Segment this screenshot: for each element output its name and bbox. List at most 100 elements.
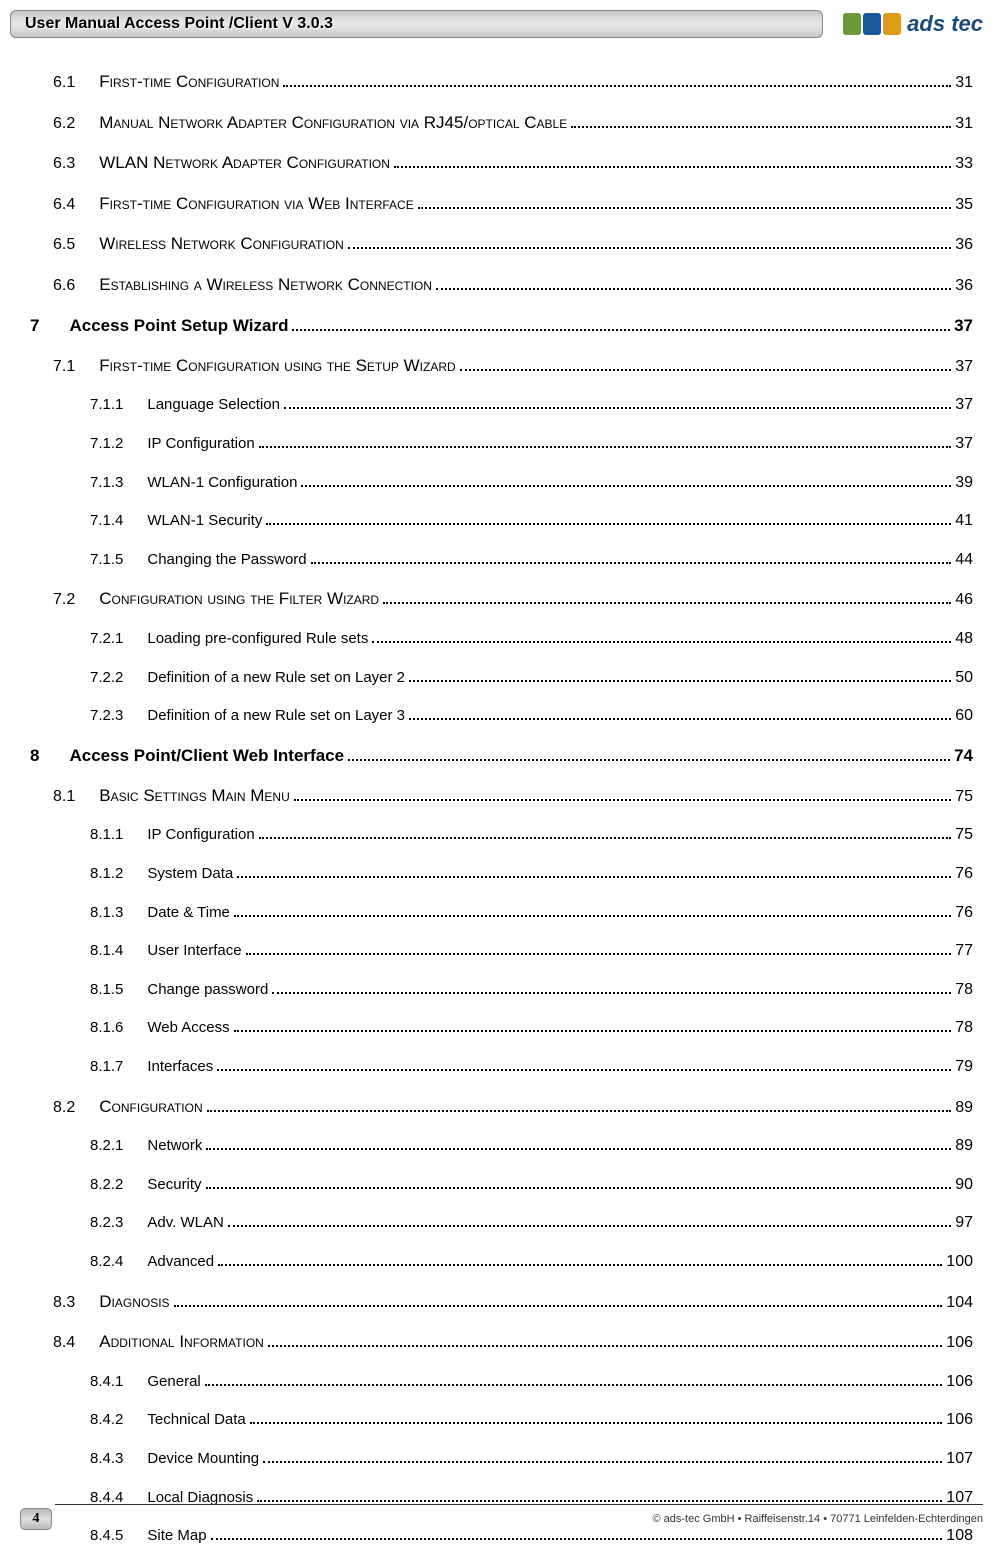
toc-title: Definition of a new Rule set on Layer 2 — [147, 666, 405, 690]
logo: ads tec — [843, 11, 983, 37]
toc-page: 104 — [946, 1290, 973, 1316]
toc-entry: 8.1.1IP Configuration75 — [30, 822, 973, 848]
toc-number: 6.6 — [53, 273, 75, 299]
toc-title: Network — [147, 1134, 202, 1158]
footer-copyright: © ads-tec GmbH • Raiffeisenstr.14 • 7077… — [52, 1513, 983, 1525]
toc-entry: 7.1.4WLAN-1 Security41 — [30, 508, 973, 534]
toc-leader-dots — [250, 1422, 943, 1424]
toc-title: First-time Configuration using the Setup… — [99, 352, 455, 379]
toc-leader-dots — [292, 329, 950, 331]
toc-page: 35 — [955, 192, 973, 218]
toc-number: 7 — [30, 312, 39, 339]
toc-entry: 8.4Additional Information106 — [30, 1328, 973, 1356]
toc-number: 6.5 — [53, 232, 75, 258]
toc-title: Basic Settings Main Menu — [99, 782, 290, 809]
toc-title: First-time Configuration — [99, 68, 279, 95]
toc-leader-dots — [409, 680, 951, 682]
toc-number: 8.1.1 — [90, 823, 123, 847]
toc-number: 8.1.2 — [90, 862, 123, 886]
toc-entry: 7.2.1 Loading pre-configured Rule sets 48 — [30, 626, 973, 652]
toc-number: 7.1.5 — [90, 548, 123, 572]
toc-page: 48 — [955, 626, 973, 652]
toc-leader-dots — [383, 602, 951, 604]
toc-entry: 7.1.2IP Configuration37 — [30, 431, 973, 457]
toc-entry: 7 Access Point Setup Wizard 37 — [30, 312, 973, 339]
toc-page: 39 — [955, 470, 973, 496]
toc-leader-dots — [268, 1345, 942, 1347]
toc-page: 36 — [955, 232, 973, 258]
toc-page: 44 — [955, 547, 973, 573]
toc-leader-dots — [571, 126, 951, 128]
toc-leader-dots — [259, 446, 952, 448]
toc-number: 8.1.4 — [90, 939, 123, 963]
toc-page: 78 — [955, 977, 973, 1003]
toc-title: Advanced — [147, 1250, 214, 1274]
toc-number: 6.4 — [53, 192, 75, 218]
toc-entry: 7.2.3Definition of a new Rule set on Lay… — [30, 703, 973, 729]
toc-entry: 8.2Configuration89 — [30, 1093, 973, 1121]
logo-box-1 — [843, 13, 861, 35]
toc-page: 76 — [955, 900, 973, 926]
toc-page: 31 — [955, 70, 973, 96]
toc-page: 50 — [955, 665, 973, 691]
toc-page: 97 — [955, 1210, 973, 1236]
toc-title: Technical Data — [147, 1408, 245, 1432]
toc-title: Manual Network Adapter Configuration via… — [99, 109, 567, 136]
toc-number: 8.1 — [53, 784, 75, 810]
toc-number: 6.2 — [53, 111, 75, 137]
toc-title: Establishing a Wireless Network Connecti… — [99, 271, 432, 298]
toc-number: 8 — [30, 742, 39, 769]
toc-leader-dots — [234, 1030, 952, 1032]
toc-entry: 7.1.1Language Selection37 — [30, 392, 973, 418]
toc-entry: 8.1.7Interfaces79 — [30, 1054, 973, 1080]
toc-entry: 8.1.5Change password78 — [30, 977, 973, 1003]
toc-leader-dots — [234, 915, 951, 917]
toc-page: 75 — [955, 784, 973, 810]
toc-leader-dots — [218, 1264, 942, 1266]
toc-title: Definition of a new Rule set on Layer 3 — [147, 704, 405, 728]
toc-title: Access Point Setup Wizard — [69, 312, 288, 339]
toc-title: User Interface — [147, 939, 241, 963]
toc-page: 37 — [955, 392, 973, 418]
logo-box-3 — [883, 13, 901, 35]
toc-leader-dots — [311, 562, 952, 564]
toc-leader-dots — [207, 1110, 952, 1112]
toc-entry: 6.3WLAN Network Adapter Configuration33 — [30, 149, 973, 177]
toc-number: 8.2.3 — [90, 1211, 123, 1235]
toc-title: Loading pre-configured Rule sets — [147, 627, 368, 651]
toc-leader-dots — [301, 485, 951, 487]
toc-leader-dots — [283, 85, 951, 87]
toc-entry: 8.1.2System Data76 — [30, 861, 973, 887]
toc-number: 7.1.2 — [90, 432, 123, 456]
toc-number: 7.1 — [53, 354, 75, 380]
toc-number: 8.4.2 — [90, 1408, 123, 1432]
toc-entry: 8.3Diagnosis104 — [30, 1288, 973, 1316]
toc-title: WLAN Network Adapter Configuration — [99, 149, 390, 176]
toc-page: 37 — [954, 312, 973, 339]
footer-divider — [55, 1504, 983, 1505]
toc-number: 8.1.3 — [90, 901, 123, 925]
toc-entry: 7.1.3WLAN-1 Configuration39 — [30, 470, 973, 496]
toc-leader-dots — [206, 1148, 951, 1150]
toc-entry: 6.1 First-time Configuration 31 — [30, 68, 973, 96]
toc-leader-dots — [228, 1225, 951, 1227]
toc-title: Security — [147, 1173, 201, 1197]
toc-page: 78 — [955, 1015, 973, 1041]
toc-leader-dots — [237, 876, 951, 878]
toc-number: 6.1 — [53, 70, 75, 96]
toc-page: 77 — [955, 938, 973, 964]
toc-title: Wireless Network Configuration — [99, 230, 344, 257]
footer: 4 © ads-tec GmbH • Raiffeisenstr.14 • 70… — [0, 1504, 1003, 1530]
toc-number: 7.2.1 — [90, 627, 123, 651]
toc-title: Diagnosis — [99, 1288, 169, 1315]
toc-title: First-time Configuration via Web Interfa… — [99, 190, 413, 217]
toc-title: Interfaces — [147, 1055, 213, 1079]
toc-leader-dots — [372, 641, 951, 643]
toc-title: Changing the Password — [147, 548, 306, 572]
toc-number: 7.1.1 — [90, 393, 123, 417]
toc-title: Adv. WLAN — [147, 1211, 223, 1235]
toc-leader-dots — [348, 759, 950, 761]
toc-leader-dots — [348, 247, 951, 249]
toc-entry: 8.2.1Network89 — [30, 1133, 973, 1159]
toc-number: 8.1.6 — [90, 1016, 123, 1040]
